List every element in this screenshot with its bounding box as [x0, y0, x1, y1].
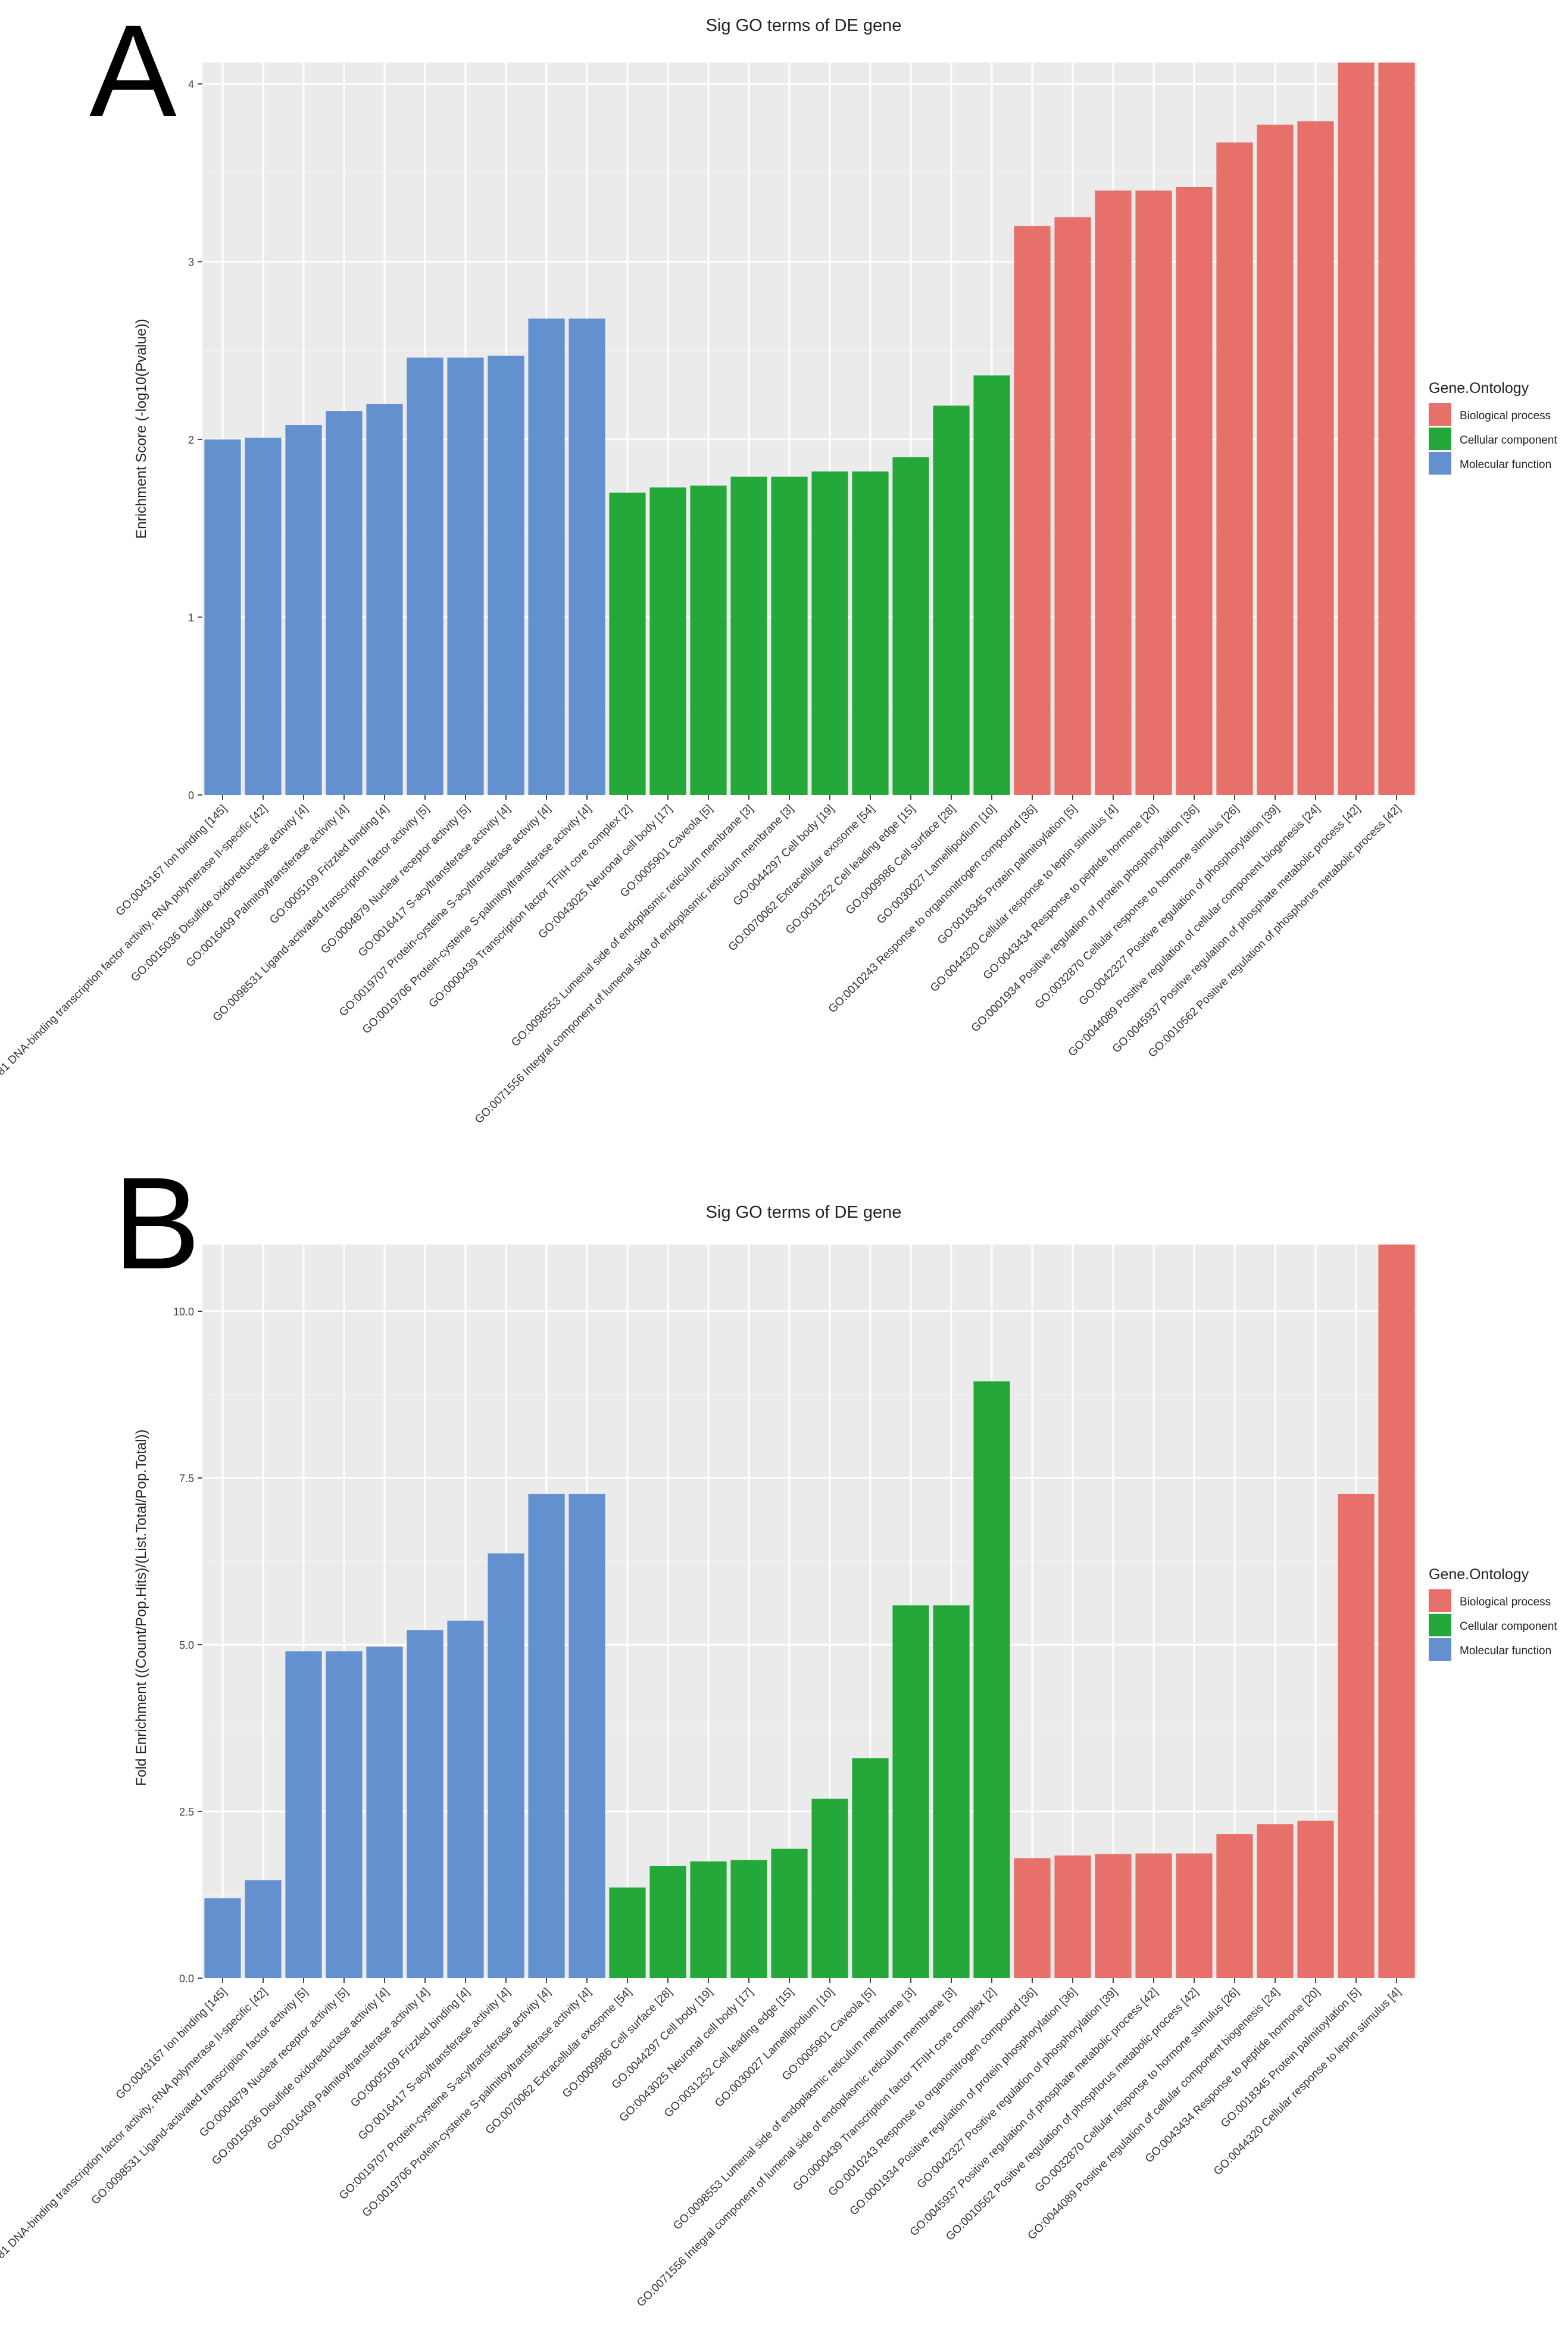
- panel-b-legend-key-mf: [1429, 1638, 1451, 1661]
- panel-a-plot-background: [202, 63, 1417, 795]
- bar: [285, 425, 322, 795]
- bar: [1095, 190, 1132, 796]
- bar: [1014, 226, 1051, 796]
- y-tick-label: 3: [188, 256, 194, 268]
- bar: [407, 357, 443, 795]
- bar: [1216, 142, 1253, 795]
- y-tick-label: 2: [188, 434, 194, 446]
- panel-a-letter: A: [89, 0, 177, 144]
- y-tick-label: 1: [188, 612, 194, 623]
- bar: [730, 1860, 767, 1978]
- bar: [852, 471, 889, 795]
- panel-b-legend-title: Gene.Ontology: [1429, 1566, 1529, 1583]
- y-tick-label: 10.0: [173, 1306, 194, 1318]
- panel-a-title: Sig GO terms of DE gene: [706, 16, 902, 35]
- bar: [811, 471, 848, 795]
- bar: [1257, 124, 1294, 796]
- panel-b-letter: B: [113, 1150, 201, 1296]
- bar: [1257, 1824, 1294, 1978]
- bar: [366, 1646, 403, 1978]
- bar: [1297, 121, 1334, 796]
- bar: [245, 437, 282, 795]
- y-tick-label: 0.0: [179, 1973, 194, 1985]
- bar: [1176, 1853, 1213, 1978]
- y-tick-label: 0: [188, 790, 194, 802]
- bar: [933, 406, 970, 795]
- bar: [811, 1798, 848, 1978]
- panel-a-legend-title: Gene.Ontology: [1429, 380, 1529, 397]
- bar: [447, 357, 484, 795]
- y-tick-label: 2.5: [179, 1806, 194, 1818]
- bar: [326, 411, 363, 795]
- y-tick-label: 4: [188, 79, 194, 91]
- panel-a-y-ticks: 0 1 2 3 4: [188, 79, 202, 802]
- bar: [690, 1861, 727, 1978]
- panel-a-legend-key-cc: [1429, 428, 1451, 450]
- bar: [488, 1553, 524, 1978]
- bar: [609, 492, 646, 795]
- bar: [1378, 1245, 1415, 1978]
- panel-b-legend-label-bp: Biological process: [1460, 1596, 1551, 1608]
- bar: [973, 375, 1010, 795]
- bar: [407, 1630, 443, 1978]
- y-tick-label: 7.5: [179, 1473, 194, 1485]
- bar: [730, 476, 767, 795]
- bar: [528, 318, 565, 795]
- panel-b-title: Sig GO terms of DE gene: [706, 1203, 902, 1222]
- panel-a-legend: Gene.Ontology Biological process Cellula…: [1429, 380, 1557, 475]
- panel-b-y-ticks: 0.0 2.5 5.0 7.5 10.0: [173, 1306, 202, 1985]
- bar: [852, 1758, 889, 1978]
- panel-a-legend-label-bp: Biological process: [1460, 410, 1551, 422]
- bar: [771, 476, 808, 795]
- panel-a-legend-label-mf: Molecular function: [1460, 459, 1551, 471]
- bar: [649, 1866, 686, 1978]
- bar: [771, 1848, 808, 1978]
- panel-a-legend-key-bp: [1429, 403, 1451, 426]
- bar: [892, 457, 929, 795]
- panel-b-legend: Gene.Ontology Biological process Cellula…: [1429, 1566, 1557, 1661]
- bar: [1095, 1854, 1132, 1978]
- bar: [366, 404, 403, 795]
- bar: [973, 1381, 1010, 1978]
- bar: [204, 439, 241, 795]
- bar: [1338, 63, 1375, 795]
- bar: [1378, 63, 1415, 795]
- bar: [204, 1898, 241, 1978]
- bar: [447, 1620, 484, 1978]
- panel-b-legend-key-cc: [1429, 1614, 1451, 1636]
- bar: [1135, 190, 1172, 796]
- bar: [1176, 186, 1213, 795]
- panel-a-legend-label-cc: Cellular component: [1460, 434, 1557, 447]
- panel-b-legend-key-bp: [1429, 1589, 1451, 1612]
- bar: [1014, 1858, 1051, 1978]
- bar: [690, 485, 727, 795]
- bar: [609, 1887, 646, 1978]
- panel-a-bars: [204, 63, 1415, 796]
- bar: [569, 318, 605, 795]
- bar: [1135, 1853, 1172, 1978]
- bar: [892, 1605, 929, 1978]
- panel-b-legend-label-mf: Molecular function: [1460, 1645, 1551, 1657]
- panel-a-legend-key-mf: [1429, 452, 1451, 475]
- panel-b-y-axis-label: Fold Enrichment ((Count/Pop.Hits)/(List.…: [133, 1430, 149, 1786]
- panel-b-legend-label-cc: Cellular component: [1460, 1620, 1557, 1633]
- bar: [488, 355, 524, 795]
- panel-b-bars: [204, 1245, 1415, 1978]
- bar: [1054, 1855, 1091, 1978]
- bar: [1054, 217, 1091, 795]
- bar: [933, 1605, 970, 1978]
- bar: [528, 1493, 565, 1978]
- bar: [569, 1493, 605, 1978]
- bar: [285, 1651, 322, 1978]
- panel-a-y-axis-label: Enrichment Score (-log10(Pvalue)): [133, 319, 149, 538]
- bar: [1297, 1820, 1334, 1978]
- y-tick-label: 5.0: [179, 1639, 194, 1651]
- bar: [1216, 1834, 1253, 1978]
- bar: [649, 487, 686, 795]
- bar: [1338, 1493, 1375, 1978]
- bar: [326, 1651, 363, 1978]
- panel-b-plot-background: [202, 1245, 1417, 1978]
- bar: [245, 1880, 282, 1978]
